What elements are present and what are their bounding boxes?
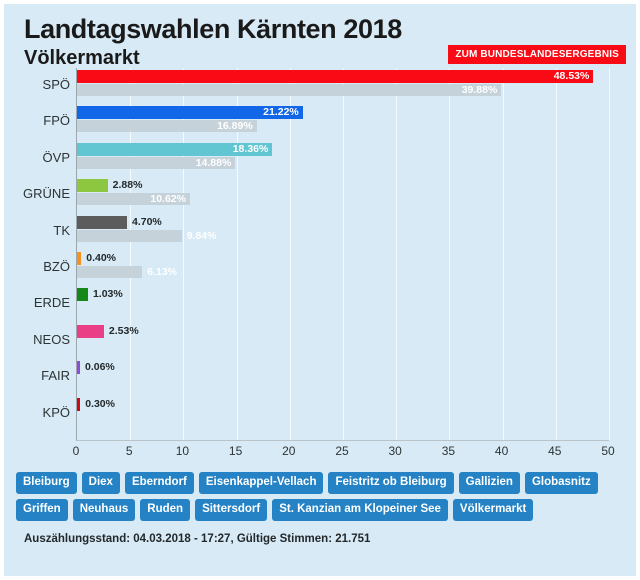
municipality-button-feistritz-ob-bleiburg[interactable]: Feistritz ob Bleiburg [328,472,454,494]
gridline [396,68,398,440]
chart-row: FAIR 0.06% [41,360,609,396]
x-axis: 0 5 10 15 20 25 30 35 40 45 50 [72,444,615,464]
bar-current-neos[interactable]: 2.53% [77,324,139,338]
gridline [502,68,504,440]
municipality-button-v-lkermarkt[interactable]: Völkermarkt [452,499,534,521]
bar-current-övp[interactable]: 18.36% [77,142,273,156]
chart-row: TK 4.70% 9.84% [53,215,609,251]
bar-previous-övp[interactable]: 14.88% [77,156,236,169]
category-label-grüne: GRÜNE [23,186,70,202]
bar-current-fair[interactable]: 0.06% [77,361,115,375]
x-tick-40: 40 [494,444,509,458]
x-tick-20: 20 [282,444,296,458]
page-subtitle: Völkermarkt [24,47,140,69]
chart-row: SPÖ 48.53% 39.88% [43,69,609,105]
bar-previous-spö[interactable]: 39.88% [77,84,502,96]
chart-row: GRÜNE 2.88% 10.62% [23,178,609,214]
bar-value-label: 6.13% [147,266,177,278]
bar-current-kpö[interactable]: 0.30% [77,397,115,411]
bar-previous-tk[interactable]: 9.84% [77,229,216,242]
municipality-button-griffen[interactable]: Griffen [16,499,68,521]
municipality-button-neuhaus[interactable]: Neuhaus [72,499,136,521]
gridline [289,68,291,440]
gridline [183,68,185,440]
category-label-neos: NEOS [33,331,70,347]
municipality-button-sittersdorf[interactable]: Sittersdorf [195,499,268,521]
chart-row: KPÖ 0.30% [43,397,609,433]
category-label-fair: FAIR [41,368,70,384]
chart-row: NEOS 2.53% [33,324,609,360]
municipality-button-ruden[interactable]: Ruden [140,499,191,521]
chart-row: BZÖ 0.40% 6.13% [43,251,609,287]
bar-chart: SPÖ 48.53% 39.88% FPÖ 21.22% 16.89% ÖVP 18.36% 1… [4,66,636,468]
category-label-tk: TK [53,222,70,238]
bar-value-label: 14.88% [195,156,232,169]
municipality-button-st-kanzian-am-klopeiner-see[interactable]: St. Kanzian am Klopeiner See [272,499,448,521]
x-tick-0: 0 [72,444,80,458]
bar-current-bzö[interactable]: 0.40% [77,252,116,265]
bar-value-label: 18.36% [232,142,269,155]
bar-value-label: 10.62% [150,193,186,206]
bar-current-spö[interactable]: 48.53% [77,70,594,83]
bar-value-label: 1.03% [92,288,123,301]
election-result-widget: Landtagswahlen Kärnten 2018 Völkermarkt … [4,4,636,576]
gridline [609,68,610,440]
x-tick-45: 45 [548,444,562,458]
gridline [449,68,451,440]
chart-row: ÖVP 18.36% 14.88% [43,142,609,178]
bar-current-fpö[interactable]: 21.22% [77,106,303,120]
gridline [236,68,238,440]
bar-value-label: 48.53% [553,70,590,82]
municipality-button-gallizien[interactable]: Gallizien [458,472,520,494]
category-label-erde: ERDE [33,295,70,311]
category-label-fpö: FPÖ [43,113,70,129]
category-label-spö: SPÖ [42,77,70,92]
municipality-button-bleiburg[interactable]: Bleiburg [16,472,77,494]
x-tick-30: 30 [388,444,402,458]
category-label-kpö: KPÖ [42,404,70,420]
zum-bundeslandesergebnis-button[interactable]: ZUM BUNDESLANDESERGEBNIS [448,45,626,64]
bar-previous-fpö[interactable]: 16.89% [77,120,257,133]
x-tick-5: 5 [125,444,133,458]
bar-value-label: 2.88% [112,179,143,192]
header: Landtagswahlen Kärnten 2018 Völkermarkt … [4,4,636,69]
bar-value-label: 4.70% [132,215,162,228]
x-tick-50: 50 [601,444,615,458]
status-text: Auszählungsstand: 04.03.2018 - 17:27, Gü… [24,533,371,545]
bar-current-grüne[interactable]: 2.88% [77,179,142,193]
plot-area: SPÖ 48.53% 39.88% FPÖ 21.22% 16.89% ÖVP 18.36% 1… [23,68,610,441]
x-tick-10: 10 [175,444,190,458]
bar-value-label: 21.22% [263,106,299,119]
bar-value-label: 2.53% [108,324,139,337]
municipality-button-eberndorf[interactable]: Eberndorf [124,472,194,494]
municipality-button-diex[interactable]: Diex [81,472,120,494]
bar-previous-grüne[interactable]: 10.62% [77,193,190,206]
page-title: Landtagswahlen Kärnten 2018 [24,14,402,44]
bar-value-label: 16.89% [217,120,253,133]
gridline [130,68,132,440]
gridline [555,68,557,440]
gridline [343,68,344,440]
municipality-button-globasnitz[interactable]: Globasnitz [524,472,598,494]
bar-previous-bzö[interactable]: 6.13% [77,266,177,278]
x-tick-35: 35 [441,444,456,458]
chart-row: FPÖ 21.22% 16.89% [43,105,609,141]
bar-value-label: 9.84% [186,229,217,242]
municipality-button-list: Bleiburg Diex Eberndorf Eisenkappel-Vellach… [4,468,636,521]
bar-value-label: 0.30% [85,397,115,410]
category-label-övp: ÖVP [42,149,70,165]
bar-value-label: 39.88% [461,84,498,96]
x-tick-15: 15 [228,444,243,458]
chart-row: ERDE 1.03% [34,287,609,323]
bar-value-label: 0.06% [85,361,115,374]
category-label-bzö: BZÖ [43,259,70,274]
bar-value-label: 0.40% [86,252,117,264]
bar-current-tk[interactable]: 4.70% [77,215,162,229]
bar-current-erde[interactable]: 1.03% [77,288,123,302]
x-tick-25: 25 [335,444,349,458]
municipality-button-eisenkappel-vellach[interactable]: Eisenkappel-Vellach [198,472,324,494]
